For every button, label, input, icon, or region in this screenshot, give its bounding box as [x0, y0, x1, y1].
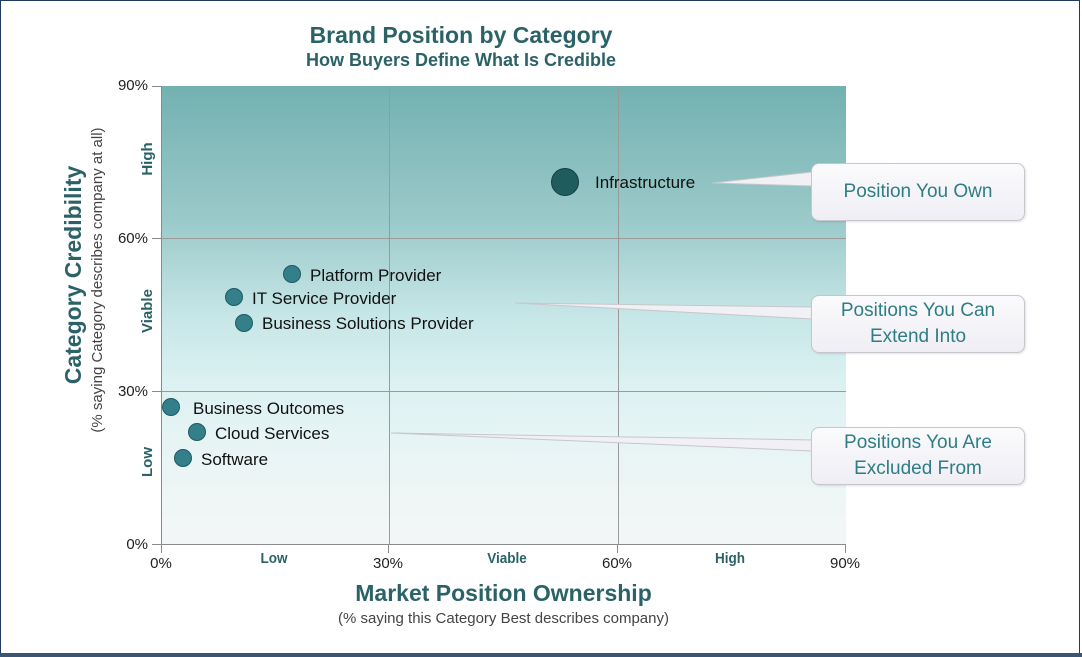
x-band-low: Low [260, 550, 288, 567]
chart-title: Brand Position by Category [309, 22, 613, 48]
callout-positions-excluded-from: Positions You Are Excluded From [811, 427, 1025, 485]
y-tick-label-60: 60% [117, 230, 148, 247]
x-axis-subtitle: (% saying this Category Best describes c… [338, 610, 669, 627]
callout-label: Positions You Are Excluded From [844, 432, 992, 479]
chart-subtitle: How Buyers Define What Is Credible [305, 50, 617, 70]
x-tick-label-90: 90% [829, 555, 861, 572]
pointer-extend [514, 302, 813, 320]
callout-label: Position You Own [843, 181, 993, 202]
plot-area [161, 86, 846, 545]
point-label-business-solutions-provider: Business Solutions Provider [262, 314, 474, 333]
frame-bottom-border [0, 653, 1082, 657]
point-label-business-outcomes: Business Outcomes [193, 399, 345, 418]
x-tick-label-60: 60% [601, 555, 633, 572]
y-tick-mark [152, 86, 161, 87]
data-point-platform-provider [283, 265, 301, 283]
x-band-high: High [714, 550, 745, 567]
x-axis-title: Market Position Ownership [355, 580, 652, 606]
y-tick-mark [152, 391, 161, 392]
data-point-it-service-provider [225, 288, 243, 306]
y-tick-mark [152, 238, 161, 239]
data-point-infrastructure [551, 168, 579, 196]
gridline-x-60 [618, 86, 619, 544]
point-label-infrastructure: Infrastructure [595, 173, 696, 192]
pointer-excluded [390, 432, 813, 452]
gridline-y-60 [162, 238, 846, 239]
x-tick-mark [161, 545, 162, 553]
y-tick-label-90: 90% [117, 77, 148, 94]
y-tick-label-0: 0% [126, 536, 148, 553]
y-tick-mark [152, 544, 161, 545]
x-tick-label-0: 0% [150, 555, 172, 572]
callout-positions-extend-into: Positions You Can Extend Into [811, 295, 1025, 353]
x-tick-mark [845, 545, 846, 553]
pointer-own [711, 171, 813, 187]
point-label-cloud-services: Cloud Services [215, 424, 330, 443]
point-label-it-service-provider: IT Service Provider [252, 289, 397, 308]
y-tick-label-30: 30% [117, 383, 148, 400]
point-label-software: Software [201, 450, 269, 469]
callout-position-you-own: Position You Own [811, 163, 1025, 221]
gridline-y-30 [162, 391, 846, 392]
gridline-x-30 [389, 86, 390, 544]
data-point-business-solutions-provider [235, 314, 253, 332]
data-point-cloud-services [188, 423, 206, 441]
data-point-software [174, 449, 192, 467]
x-tick-mark [617, 545, 618, 553]
x-band-viable: Viable [487, 550, 527, 567]
x-tick-label-30: 30% [372, 555, 404, 572]
point-label-platform-provider: Platform Provider [310, 266, 442, 285]
callout-label: Positions You Can Extend Into [840, 300, 996, 347]
data-point-business-outcomes [162, 398, 180, 416]
x-tick-mark [388, 545, 389, 553]
